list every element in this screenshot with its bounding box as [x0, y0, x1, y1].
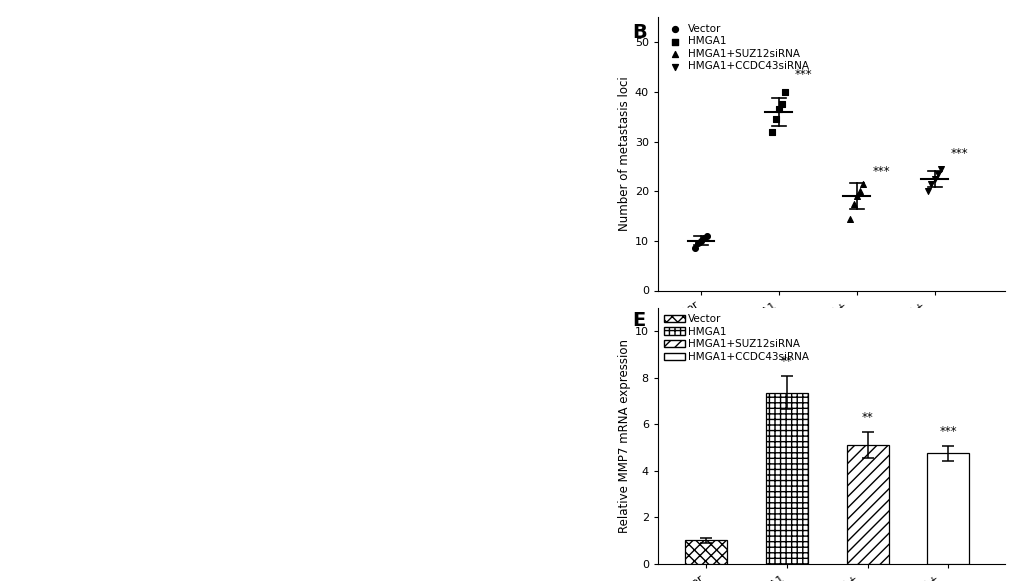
Point	[698, 231, 714, 241]
Point	[689, 239, 705, 248]
Bar	[685, 540, 727, 564]
Text: B: B	[632, 23, 646, 42]
Bar	[926, 453, 968, 564]
Y-axis label: Number of metastasis loci: Number of metastasis loci	[616, 77, 630, 231]
Y-axis label: Relative MMP7 mRNA expression: Relative MMP7 mRNA expression	[618, 339, 630, 533]
Point	[848, 192, 864, 201]
Point	[925, 174, 942, 184]
Text: ***: ***	[938, 425, 956, 438]
Point	[772, 100, 789, 109]
Point	[686, 243, 702, 253]
Bar	[846, 445, 888, 564]
Point	[692, 236, 708, 246]
Point	[763, 127, 780, 137]
Point	[851, 187, 867, 196]
Text: ***: ***	[871, 165, 889, 178]
Text: E: E	[632, 311, 645, 330]
Point	[776, 87, 793, 96]
Point	[766, 114, 783, 124]
Point	[695, 234, 711, 243]
Text: ***: ***	[950, 148, 967, 160]
Bar	[765, 393, 807, 564]
Point	[845, 199, 861, 208]
Point	[854, 179, 870, 188]
Text: **: **	[861, 411, 872, 424]
Point	[922, 179, 938, 188]
Point	[919, 187, 935, 196]
Point	[769, 105, 786, 114]
Point	[928, 169, 945, 178]
Point	[931, 164, 948, 174]
Text: ***: ***	[794, 68, 811, 81]
Text: **: **	[781, 356, 792, 368]
Legend: Vector, HMGA1, HMGA1+SUZ12siRNA, HMGA1+CCDC43siRNA: Vector, HMGA1, HMGA1+SUZ12siRNA, HMGA1+C…	[662, 23, 809, 73]
Legend: Vector, HMGA1, HMGA1+SUZ12siRNA, HMGA1+CCDC43siRNA: Vector, HMGA1, HMGA1+SUZ12siRNA, HMGA1+C…	[662, 313, 809, 363]
Point	[842, 214, 858, 223]
